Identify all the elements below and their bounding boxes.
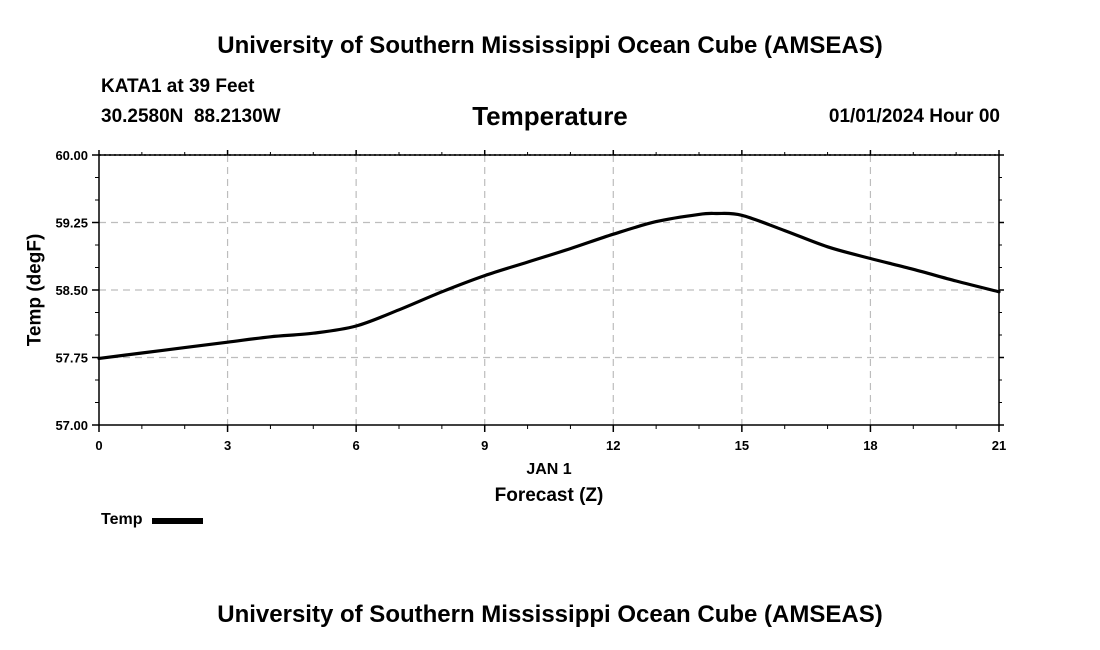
series-line-temp — [97, 211, 1001, 360]
x-tick-label: 3 — [224, 438, 231, 453]
tick-labels: 0 3 6 9 12 15 18 21 57.00 57.75 58.50 59.25 60.00 — [55, 148, 1006, 453]
x-tick-label: 18 — [863, 438, 877, 453]
x-tick-label: 6 — [353, 438, 360, 453]
grid-lines — [99, 155, 999, 425]
legend-label: Temp — [101, 511, 143, 528]
chart-title: University of Southern Mississippi Ocean… — [217, 32, 883, 59]
x-axis-label: Forecast (Z) — [495, 485, 604, 506]
x-tick-label: 0 — [95, 438, 102, 453]
series-layer — [97, 211, 1001, 360]
y-tick-label: 57.00 — [55, 418, 88, 433]
y-tick-label: 59.25 — [55, 216, 88, 231]
valid-time: 01/01/2024 Hour 00 — [828, 106, 1000, 127]
legend-line-swatch — [152, 518, 204, 524]
legend: Temp — [101, 509, 204, 531]
variable-title: Temperature — [472, 101, 628, 131]
x-tick-label: 12 — [606, 438, 620, 453]
footer-title: University of Southern Mississippi Ocean… — [217, 601, 883, 628]
x-tick-label: 21 — [992, 438, 1006, 453]
x-axis-date-label: JAN 1 — [526, 461, 571, 478]
y-axis-label: Temp (degF) — [25, 234, 46, 347]
axis-ticks — [92, 150, 1004, 432]
y-tick-label: 60.00 — [55, 148, 88, 163]
x-tick-label: 15 — [735, 438, 749, 453]
x-tick-label: 9 — [481, 438, 488, 453]
y-tick-label: 58.50 — [55, 283, 88, 298]
y-tick-label: 57.75 — [55, 351, 88, 366]
station-coordinates: 30.2580N 88.2130W — [101, 106, 281, 127]
station-name: KATA1 at 39 Feet — [101, 76, 255, 97]
